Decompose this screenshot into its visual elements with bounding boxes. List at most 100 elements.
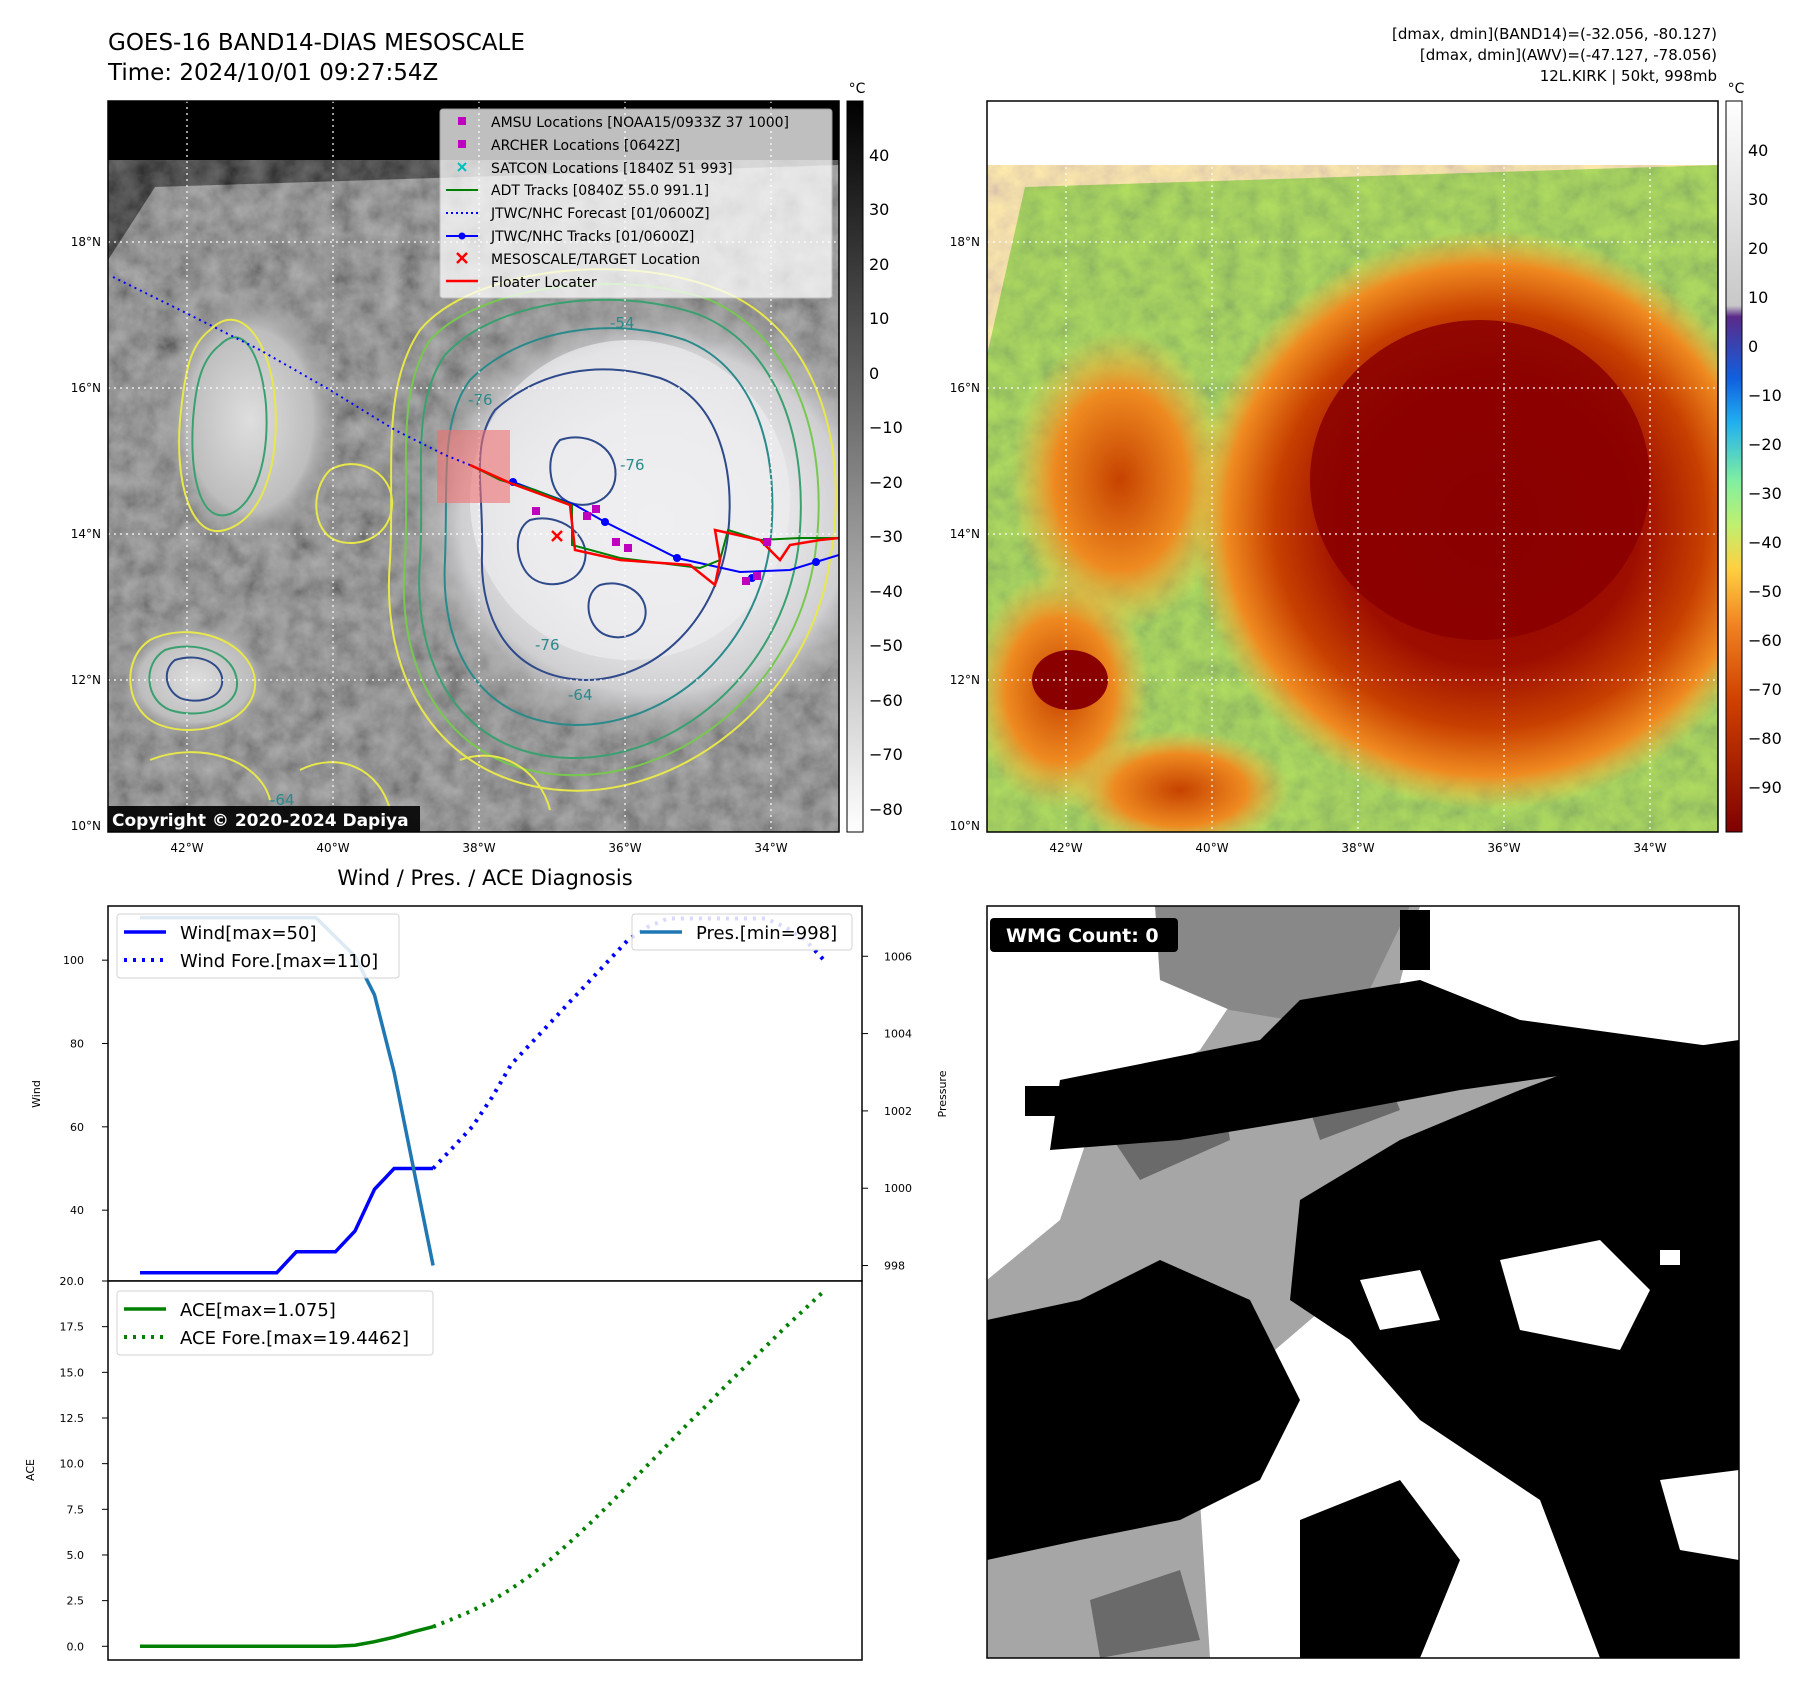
ace-y-tick: 5.0 [67, 1549, 85, 1562]
svg-text:40: 40 [1748, 141, 1768, 160]
svg-text:Floater Locater: Floater Locater [491, 275, 597, 291]
pressure-legend: Pres.[min=998] [631, 913, 853, 951]
legend-archer-item: ARCHER Locations [0642Z] [458, 138, 680, 154]
legend-adt-item: ADT Tracks [0840Z 55.0 991.1] [446, 183, 709, 199]
mesoscale-target-marker [551, 530, 563, 542]
title-line-1: GOES-16 BAND14-DIAS MESOSCALE [108, 30, 525, 56]
ir-colorbar-unit: °C [849, 81, 866, 97]
ace-y-tick: 20.0 [60, 1275, 85, 1288]
ace-y-tick: 10.0 [60, 1458, 85, 1471]
pressure-y-tick: 1004 [884, 1028, 912, 1041]
ace-y-tick: 15.0 [60, 1366, 85, 1379]
ace-legend: ACE[max=1.075] ACE Fore.[max=19.4462] [116, 1290, 434, 1356]
ir-map-contour-labels: -54 -76 -76 -64 -64 -76 [270, 314, 645, 809]
enhanced-ir-lat-ticks: 18°N 16°N 14°N 12°N 10°N [950, 235, 980, 833]
enhanced-ir-lon-ticks: 42°W 40°W 38°W 36°W 34°W [1049, 841, 1666, 855]
svg-text:−50: −50 [869, 636, 903, 655]
info-line-2: [dmax, dmin](AWV)=(-47.127, -78.056) [1420, 46, 1717, 64]
wmg-white-patch-1 [1500, 1240, 1650, 1350]
svg-text:−30: −30 [1748, 484, 1782, 503]
ace-y-tick: 7.5 [67, 1503, 85, 1516]
svg-text:40°W: 40°W [1195, 841, 1228, 855]
svg-text:−20: −20 [1748, 435, 1782, 454]
enhanced-ir-colorbar: °C 40 30 20 10 0 −10 −20 −30 −40 −50 −60… [1725, 81, 1782, 833]
wmg-black-east [1290, 1040, 1739, 1658]
wmg-count-label: WMG Count: 0 [1006, 925, 1159, 947]
svg-text:40: 40 [869, 146, 889, 165]
ir-map-lat-ticks: 18°N 16°N 14°N 12°N 10°N [71, 235, 101, 833]
svg-text:20: 20 [1748, 239, 1768, 258]
svg-text:−40: −40 [1748, 533, 1782, 552]
ir-map-lon-ticks: 42°W 40°W 38°W 36°W 34°W [170, 841, 787, 855]
ir-colorbar: °C 40 30 20 10 0 −10 −20 −30 −40 −50 −60… [846, 81, 903, 833]
svg-text:ARCHER Locations [0642Z]: ARCHER Locations [0642Z] [491, 138, 680, 154]
legend-floater-item: Floater Locater [446, 275, 597, 291]
wind-y-tick: 60 [70, 1121, 84, 1134]
wmg-black-block-2 [1400, 910, 1430, 970]
svg-text:-64: -64 [568, 686, 593, 704]
svg-text:-76: -76 [535, 636, 560, 654]
wmg-white-patch-3 [1360, 1270, 1440, 1330]
ir-map-convection-west [160, 290, 340, 550]
ir-map-legend: AMSU Locations [NOAA15/0933Z 37 1000] AR… [439, 108, 833, 299]
svg-text:MESOSCALE/TARGET Location: MESOSCALE/TARGET Location [491, 252, 700, 268]
wmg-black-south [987, 1260, 1300, 1560]
svg-text:30: 30 [1748, 190, 1768, 209]
svg-text:−90: −90 [1748, 778, 1782, 797]
svg-text:−60: −60 [1748, 631, 1782, 650]
legend-best-track-item: JTWC/NHC Tracks [01/0600Z] [446, 229, 694, 245]
svg-text:40°W: 40°W [316, 841, 349, 855]
svg-text:0: 0 [869, 364, 879, 383]
svg-text:20: 20 [869, 255, 889, 274]
copyright-badge-bg [108, 806, 420, 832]
svg-text:14°N: 14°N [950, 527, 980, 541]
svg-text:−10: −10 [869, 418, 903, 437]
pressure-y-tick: 998 [884, 1260, 905, 1273]
legend-satcon-item: SATCON Locations [1840Z 51 993] [457, 161, 733, 177]
wind-legend: Wind[max=50] Wind Fore.[max=110] [116, 913, 400, 979]
svg-text:−60: −60 [869, 691, 903, 710]
legend-amsu-item: AMSU Locations [NOAA15/0933Z 37 1000] [458, 115, 789, 131]
wmg-white-block-1 [1660, 1250, 1680, 1265]
svg-text:18°N: 18°N [950, 235, 980, 249]
svg-text:−10: −10 [1748, 386, 1782, 405]
title-line-2: Time: 2024/10/01 09:27:54Z [107, 60, 438, 86]
wmg-black-north [1050, 980, 1739, 1150]
ace-y-tick: 17.5 [60, 1321, 85, 1334]
svg-text:SATCON Locations [1840Z 51 993: SATCON Locations [1840Z 51 993] [491, 161, 733, 177]
wmg-panel: WMG Count: 0 [986, 905, 1740, 1659]
wind-y-tick: 80 [70, 1038, 84, 1051]
svg-text:JTWC/NHC Forecast [01/0600Z]: JTWC/NHC Forecast [01/0600Z] [490, 206, 710, 222]
svg-text:JTWC/NHC Tracks [01/0600Z]: JTWC/NHC Tracks [01/0600Z] [490, 229, 694, 245]
wmg-grid [987, 906, 1739, 1658]
svg-text:12°N: 12°N [950, 673, 980, 687]
floater-locater-track [469, 463, 839, 588]
wind-subplot: 40 60 80 100 998 1000 1002 1004 1006 Win… [30, 905, 949, 1282]
ir-map-frame [107, 100, 840, 833]
ace-legend-label: ACE[max=1.075] [180, 1300, 336, 1321]
svg-text:16°N: 16°N [71, 381, 101, 395]
svg-text:38°W: 38°W [1341, 841, 1374, 855]
legend-forecast-item: JTWC/NHC Forecast [01/0600Z] [446, 206, 710, 222]
svg-text:14°N: 14°N [71, 527, 101, 541]
info-line-3: 12L.KIRK | 50kt, 998mb [1540, 67, 1717, 85]
svg-text:12°N: 12°N [71, 673, 101, 687]
diagnosis-panel: Wind / Pres. / ACE Diagnosis 40 60 80 10… [24, 866, 949, 1661]
svg-text:34°W: 34°W [754, 841, 787, 855]
ace-forecast-series-line [432, 1289, 826, 1629]
svg-text:10: 10 [869, 309, 889, 328]
pressure-y-ticks: 998 1000 1002 1004 1006 [884, 950, 912, 1272]
copyright-text: Copyright © 2020-2024 Dapiya [112, 811, 409, 831]
enhanced-ir-gridlines [987, 101, 1718, 832]
wmg-black-corner [1300, 1480, 1460, 1658]
wind-forecast-legend-label: Wind Fore.[max=110] [180, 951, 378, 972]
diagnosis-title: Wind / Pres. / ACE Diagnosis [337, 866, 632, 890]
enhanced-ir-sw-core [1032, 650, 1108, 710]
svg-text:−40: −40 [869, 582, 903, 601]
enhanced-ir-south-convection [1070, 730, 1290, 832]
wind-series-line [140, 1166, 434, 1275]
svg-text:10: 10 [1748, 288, 1768, 307]
ace-subplot: 0.0 2.5 5.0 7.5 10.0 12.5 15.0 17.5 20.0… [24, 1275, 863, 1661]
svg-text:30: 30 [869, 200, 889, 219]
